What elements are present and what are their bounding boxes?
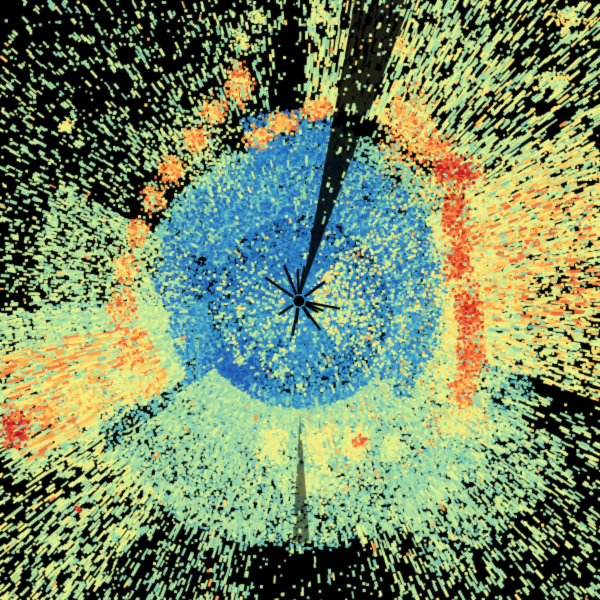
lidar-intensity-scan <box>0 0 600 600</box>
scan-canvas <box>0 0 600 600</box>
